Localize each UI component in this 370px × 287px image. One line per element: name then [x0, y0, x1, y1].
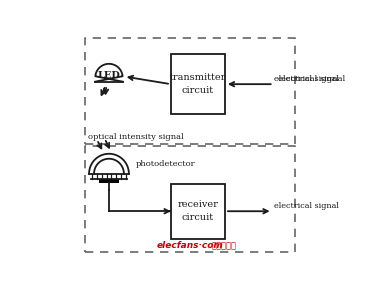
Text: LED: LED [98, 71, 120, 80]
Bar [171, 184, 225, 239]
Bar [171, 54, 225, 114]
Text: elecfans·com: elecfans·com [157, 241, 223, 250]
Text: optical intensity signal: optical intensity signal [88, 133, 184, 141]
Text: electrical signal: electrical signal [278, 75, 345, 83]
Bar [99, 179, 119, 183]
Text: electrical signal: electrical signal [273, 202, 339, 210]
Text: electrical signal: electrical signal [273, 75, 339, 83]
Text: receiver
circuit: receiver circuit [178, 200, 218, 222]
Text: photodetector: photodetector [135, 160, 195, 168]
Text: 电子发烧友: 电子发烧友 [212, 241, 237, 250]
Text: transmitter
circuit: transmitter circuit [170, 73, 226, 95]
